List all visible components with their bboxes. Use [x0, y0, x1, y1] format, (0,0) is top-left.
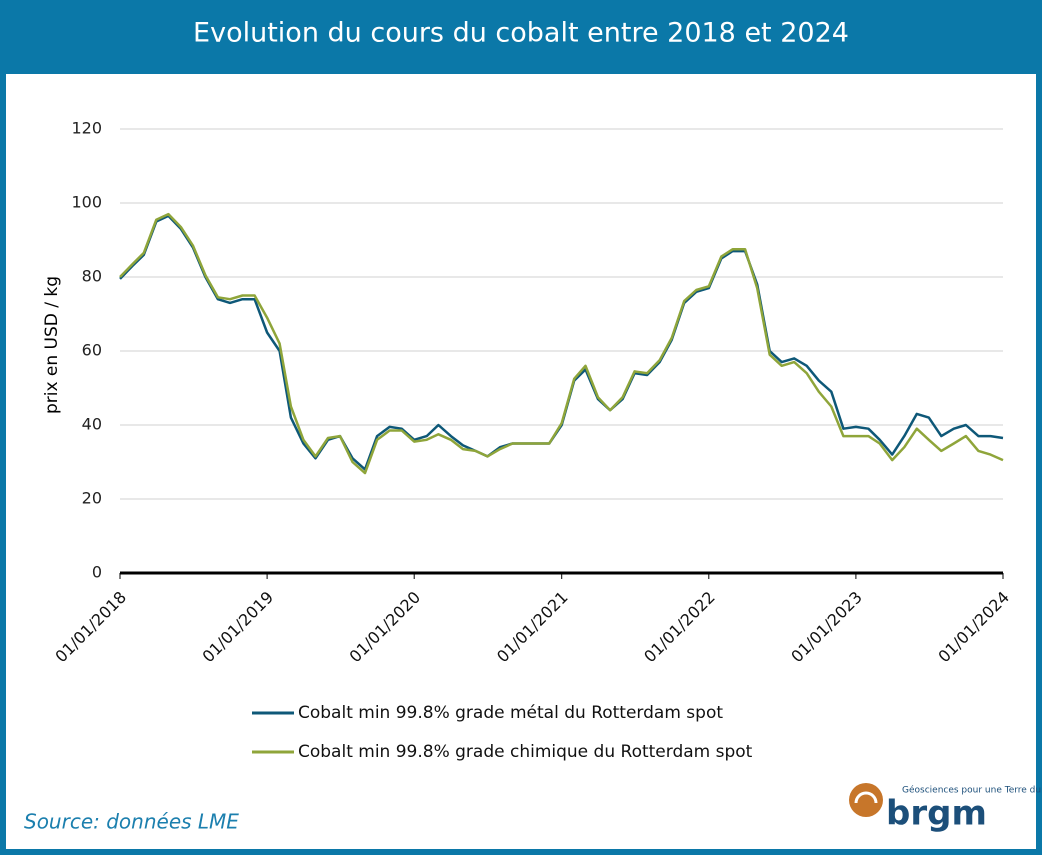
y-tick-label: 60: [82, 341, 102, 360]
logo-tagline: Géosciences pour une Terre durable: [902, 785, 1042, 796]
logo-mark: [849, 783, 883, 817]
logo-arc: [854, 791, 878, 804]
y-tick-label: 0: [92, 563, 102, 582]
legend-label: Cobalt min 99.8% grade chimique du Rotte…: [298, 742, 753, 762]
chart-title: Evolution du cours du cobalt entre 2018 …: [193, 18, 849, 49]
legend-label: Cobalt min 99.8% grade métal du Rotterda…: [298, 703, 723, 723]
y-tick-label: 80: [82, 267, 102, 286]
source: Source: données LME: [24, 810, 239, 834]
panel: [6, 74, 1036, 849]
y-axis-label: prix en USD / kg: [42, 276, 62, 414]
y-tick-label: 40: [82, 415, 102, 434]
series-line: [119, 212, 1004, 475]
y-tick-label: 100: [71, 193, 102, 212]
y-tick-label: 120: [71, 119, 102, 138]
logo-name: brgm: [886, 794, 987, 834]
y-tick-label: 20: [82, 489, 102, 508]
